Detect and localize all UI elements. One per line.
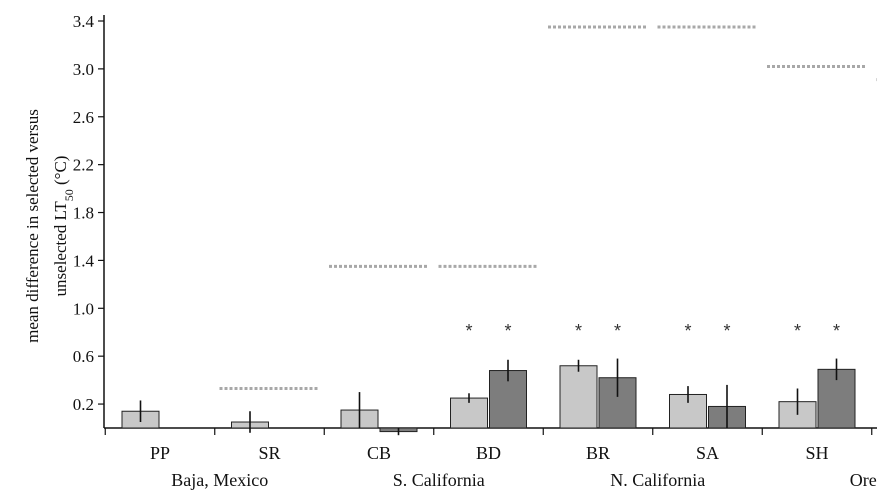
group-label: S. California (393, 470, 485, 490)
category-label: BR (586, 443, 610, 463)
significance-marker: * (504, 321, 511, 341)
category-label: PP (150, 443, 170, 463)
group-label: Baja, Mexico (171, 470, 268, 490)
category-label: SA (696, 443, 719, 463)
category-label: CB (367, 443, 391, 463)
y-tick-label: 1.4 (73, 251, 95, 270)
significance-marker: * (465, 321, 472, 341)
category-label: SR (258, 443, 280, 463)
y-tick-label: 0.6 (73, 347, 94, 366)
significance-marker: * (833, 321, 840, 341)
significance-marker: * (614, 321, 621, 341)
category-label: SH (805, 443, 828, 463)
y-tick-label: 0.2 (73, 395, 94, 414)
y-axis-label-subscript: 50 (62, 189, 76, 201)
significance-marker: * (684, 321, 691, 341)
y-axis-label-line1: mean difference in selected versus (23, 109, 42, 343)
y-tick-label: 3.0 (73, 60, 94, 79)
y-tick-label: 2.6 (73, 108, 94, 127)
significance-marker: * (575, 321, 582, 341)
group-label: Oregon (850, 470, 877, 490)
significance-marker: * (794, 321, 801, 341)
y-axis-label-line2: unselected LT50 (°C) (51, 156, 76, 297)
y-axis-label-prefix: unselected LT (51, 201, 70, 297)
significance-marker: * (723, 321, 730, 341)
bar-BR-series1 (559, 365, 598, 429)
y-tick-label: 1.8 (73, 204, 94, 223)
group-label: N. California (610, 470, 705, 490)
y-tick-label: 2.2 (73, 156, 94, 175)
y-tick-label: 3.4 (73, 12, 95, 31)
y-axis-label-suffix: (°C) (51, 156, 70, 190)
y-tick-label: 1.0 (73, 299, 94, 318)
plot-area: 0.20.61.01.41.82.22.63.03.4*********PPSR… (73, 12, 877, 490)
category-label: BD (476, 443, 501, 463)
